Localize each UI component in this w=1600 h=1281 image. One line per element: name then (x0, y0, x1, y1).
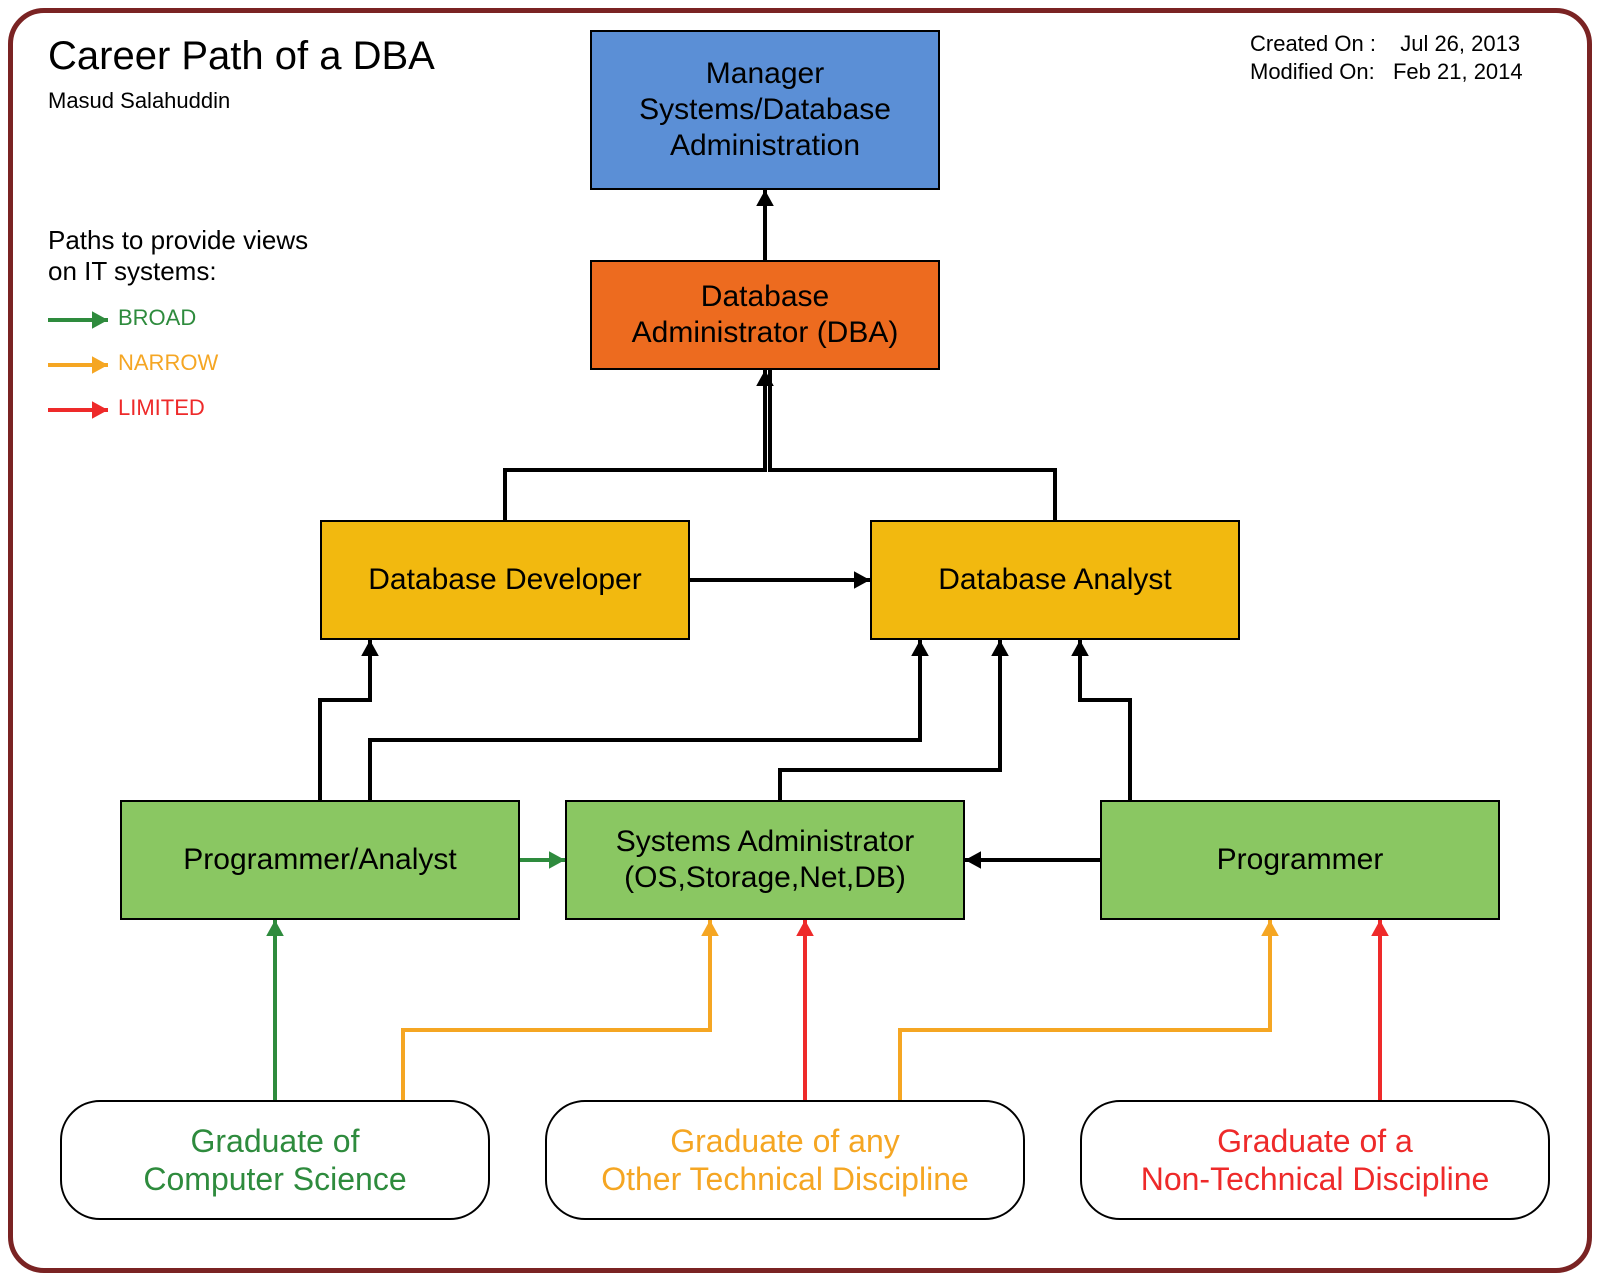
created-label: Created On : (1250, 31, 1376, 56)
diagram-title: Career Path of a DBA (48, 34, 435, 79)
node-dba: Database Administrator (DBA) (590, 260, 940, 370)
node-grad-cs: Graduate of Computer Science (60, 1100, 490, 1220)
node-grad-other-tech: Graduate of any Other Technical Discipli… (545, 1100, 1025, 1220)
node-db-developer: Database Developer (320, 520, 690, 640)
node-manager: Manager Systems/Database Administration (590, 30, 940, 190)
node-grad-non-tech: Graduate of a Non-Technical Discipline (1080, 1100, 1550, 1220)
diagram-metadata: Created On : Jul 26, 2013 Modified On: F… (1250, 30, 1523, 86)
node-sys-admin: Systems Administrator (OS,Storage,Net,DB… (565, 800, 965, 920)
legend-item-narrow: NARROW (118, 350, 218, 376)
modified-label: Modified On: (1250, 59, 1375, 84)
diagram-frame (8, 8, 1592, 1273)
legend-item-limited: LIMITED (118, 395, 205, 421)
modified-value: Feb 21, 2014 (1393, 59, 1523, 84)
node-prog-analyst: Programmer/Analyst (120, 800, 520, 920)
legend-item-broad: BROAD (118, 305, 196, 331)
diagram-author: Masud Salahuddin (48, 88, 230, 114)
node-db-analyst: Database Analyst (870, 520, 1240, 640)
legend-heading: Paths to provide views on IT systems: (48, 225, 308, 287)
created-value: Jul 26, 2013 (1400, 31, 1520, 56)
node-programmer: Programmer (1100, 800, 1500, 920)
